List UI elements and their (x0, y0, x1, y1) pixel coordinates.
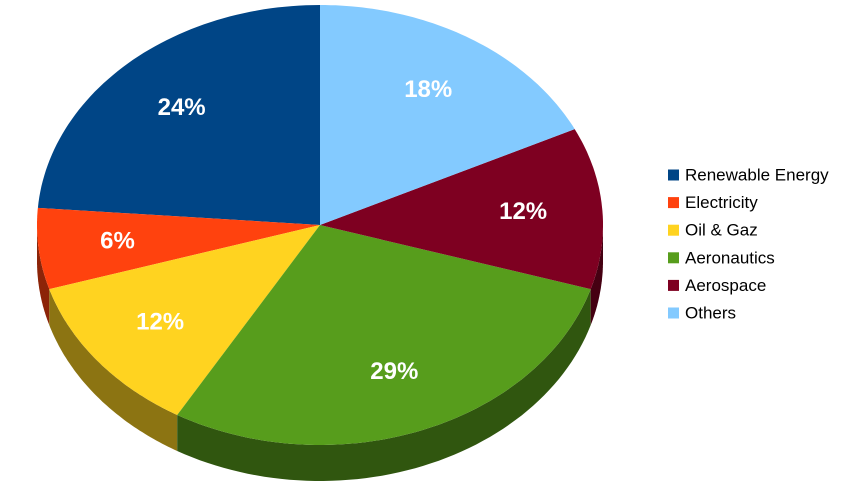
data-label: 29% (370, 358, 418, 385)
data-label: 12% (136, 309, 184, 336)
slice (49, 225, 321, 415)
data-label: 18% (404, 76, 452, 103)
legend-label: Aeronautics (685, 248, 775, 267)
data-label: 12% (499, 198, 547, 225)
slice (320, 5, 575, 225)
slice-side (590, 225, 603, 326)
slice (320, 129, 603, 290)
slice-side (177, 289, 591, 481)
slice (37, 207, 320, 290)
legend-label: Aerospace (685, 276, 766, 295)
legend-swatch (668, 252, 679, 264)
legend-swatch (668, 224, 679, 236)
slice-side (37, 225, 50, 326)
data-label: 24% (158, 94, 206, 121)
slice (37, 5, 321, 225)
legend-label: Renewable Energy (685, 165, 829, 184)
data-label: 6% (100, 228, 135, 255)
legend-swatch (668, 307, 679, 319)
legend-label: Electricity (685, 193, 758, 212)
slice-side (49, 289, 178, 451)
slice (177, 225, 591, 445)
legend-swatch (668, 279, 679, 291)
legend-swatch (668, 169, 679, 181)
legend-label: Others (685, 303, 736, 322)
legend-swatch (668, 197, 679, 209)
legend-label: Oil & Gaz (685, 221, 758, 240)
